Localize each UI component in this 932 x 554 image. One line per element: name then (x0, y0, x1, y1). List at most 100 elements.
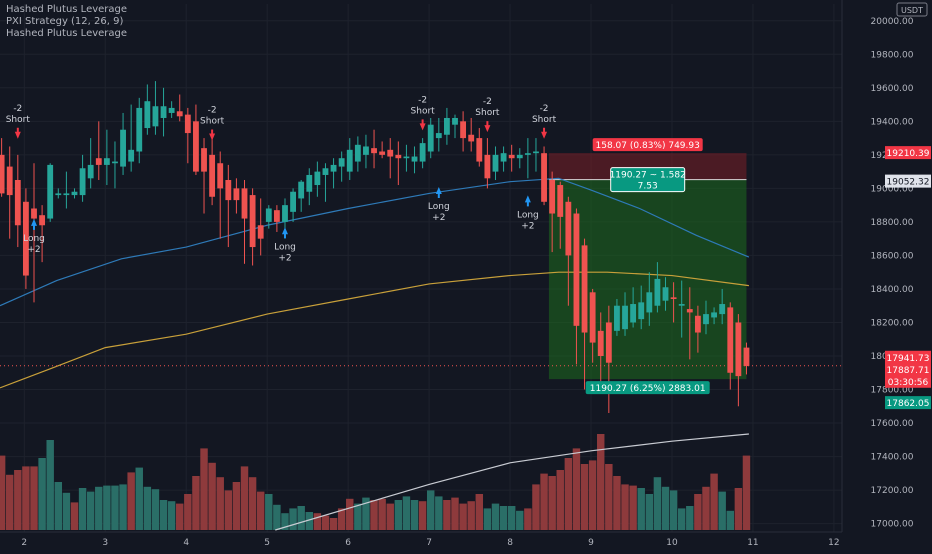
candle-body (6, 166, 13, 196)
volume-bar (702, 486, 710, 530)
short-arrow-icon (419, 119, 426, 131)
volume-bar (14, 470, 22, 530)
candle-body (614, 305, 620, 331)
volume-bar (507, 506, 516, 530)
price-tick-label: 18200.00 (871, 318, 914, 328)
volume-bar (597, 434, 605, 530)
volume-bar (192, 476, 200, 530)
candle-body (168, 107, 175, 113)
price-tick-label: 17800.00 (871, 386, 914, 396)
volume-bar (30, 466, 38, 530)
volume-bar (524, 508, 532, 530)
volume-bar (208, 462, 216, 530)
stop-label: 158.07 (0.83%) 749.93 (596, 141, 700, 151)
signal-qty: -2 (208, 105, 217, 115)
candle-body (735, 322, 742, 377)
candle-body (630, 304, 637, 323)
legend-line-3[interactable]: Hashed Plutus Leverage (6, 28, 128, 39)
stop-label-box (592, 138, 703, 152)
signal-qty: -2 (13, 104, 22, 114)
currency-button-label[interactable]: USDT (901, 6, 923, 15)
short-arrow-icon (209, 129, 216, 141)
candle-body (152, 106, 159, 127)
short-arrow-icon (14, 127, 21, 139)
signal-label: Long (517, 210, 539, 220)
candle-body (686, 309, 693, 313)
volume-bar (653, 477, 662, 530)
volume-bar (159, 500, 168, 530)
ma-fast-line (0, 177, 750, 307)
volume-bar (321, 515, 330, 530)
signal-qty: -2 (540, 104, 549, 114)
price-tick-label: 18400.00 (871, 285, 914, 295)
legend-line-1[interactable]: Hashed Plutus Leverage (6, 4, 128, 15)
volume-bar (46, 440, 54, 530)
candle-body (468, 134, 475, 142)
candle-body (524, 153, 531, 155)
volume-bar (111, 485, 119, 530)
candle-body (144, 101, 151, 129)
volume-bar (127, 472, 135, 530)
signal-label: Long (428, 202, 450, 212)
trade-signals: -2ShortLong+2-2ShortLong+2-2ShortLong+2-… (6, 95, 557, 263)
candle-body (249, 195, 256, 248)
volume-bar (184, 494, 192, 530)
candle-body (435, 133, 442, 139)
price-tick-label: 17600.00 (871, 419, 914, 429)
volume-bar (119, 484, 127, 530)
entry-price-tag-box (885, 174, 931, 188)
price-tick-label: 17000.00 (871, 520, 914, 530)
candle-body (516, 154, 523, 159)
candle-body (379, 151, 386, 155)
candle-body (541, 153, 547, 202)
ma-slow-line (0, 271, 749, 389)
volume-bar (677, 508, 686, 530)
candle-body (71, 191, 78, 196)
volume-bar (167, 501, 176, 530)
signal-qty: +2 (521, 221, 534, 231)
candle-body (427, 124, 434, 152)
volume-bar (86, 491, 95, 530)
candle-body (638, 302, 645, 320)
volume-bar (240, 466, 249, 530)
candle-body (605, 322, 612, 363)
time-tick-label: 9 (588, 538, 594, 548)
volume-bar (548, 476, 556, 530)
candle-body (160, 106, 167, 118)
candle-body (549, 180, 556, 214)
candle-body (273, 210, 280, 222)
volume-bar (54, 482, 63, 530)
candle-body (711, 312, 717, 318)
volume-bar (346, 498, 354, 530)
volume-bar (499, 506, 508, 530)
candle-body (265, 208, 272, 222)
candle-body (646, 292, 653, 313)
candle-body (500, 153, 507, 162)
ratio-label-box (610, 167, 686, 193)
volume-bar (354, 503, 362, 530)
price-tick-label: 19800.00 (871, 50, 914, 60)
volume-bar (718, 491, 726, 530)
candle-body (217, 163, 224, 189)
volume-bar (459, 503, 467, 530)
volume-bar (103, 485, 111, 530)
candle-body (508, 154, 515, 159)
volume-bar (394, 500, 403, 530)
legend-line-2[interactable]: PXI Strategy (12, 26, 9) (6, 16, 124, 27)
candle-body (314, 171, 321, 186)
candle-body (0, 154, 5, 194)
candle-body (103, 158, 110, 165)
volume-bar (532, 484, 540, 530)
signal-qty: +2 (432, 213, 445, 223)
countdown-tag: 03:30:56 (888, 378, 929, 388)
volume-bar (337, 508, 346, 530)
volume-bar (426, 490, 435, 530)
volume-bar (475, 494, 484, 530)
volume-bar (451, 497, 459, 530)
target-price-tag: 17862.05 (887, 399, 930, 409)
candles (0, 81, 750, 413)
candle-body (581, 245, 588, 333)
signal-qty: -2 (418, 95, 427, 105)
